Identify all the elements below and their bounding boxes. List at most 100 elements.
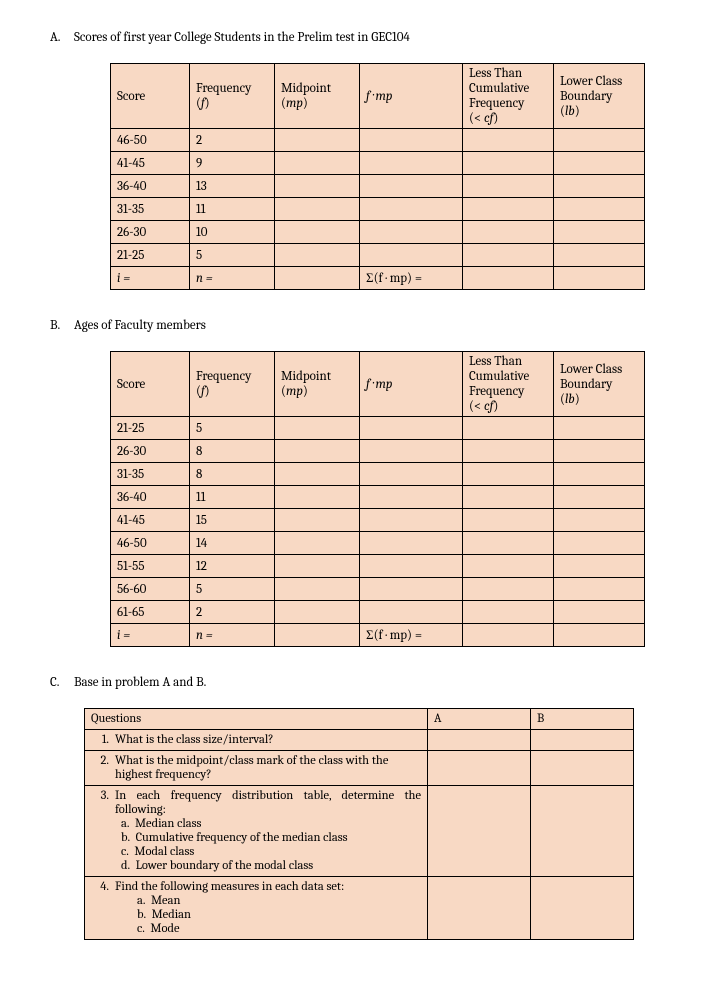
table-cell [463, 601, 554, 624]
table-cell [275, 509, 360, 532]
section-c-letter: C. [50, 675, 74, 690]
table-cell [360, 578, 463, 601]
table-cell [554, 244, 645, 267]
table-cell [463, 198, 554, 221]
tb-n: n = [190, 624, 275, 647]
table-cell: 21-25 [111, 417, 190, 440]
q-header: Questions [85, 709, 428, 730]
table-cell: 36-40 [111, 175, 190, 198]
table-cell [463, 578, 554, 601]
table-row: 41-4515 [111, 509, 645, 532]
thb-cf: Less ThanCumulativeFrequency(< cf) [463, 352, 554, 417]
table-cell: 5 [190, 578, 275, 601]
tb-i: i = [111, 624, 190, 647]
table-cell [463, 417, 554, 440]
table-row: 46-5014 [111, 532, 645, 555]
table-cell: 41-45 [111, 152, 190, 175]
th-freq: Frequency(f) [190, 64, 275, 129]
table-cell [554, 486, 645, 509]
table-b: Score Frequency(f) Midpoint(mp) f · mp L… [110, 351, 645, 647]
table-cell: 8 [190, 440, 275, 463]
table-row: 61-652 [111, 601, 645, 624]
table-cell: 36-40 [111, 486, 190, 509]
table-row: 41-459 [111, 152, 645, 175]
table-cell [360, 509, 463, 532]
ta-cf-blank [463, 267, 554, 290]
table-row: 51-5512 [111, 555, 645, 578]
table-cell [463, 175, 554, 198]
section-a-letter: A. [50, 30, 74, 45]
table-cell [275, 244, 360, 267]
table-cell: 26-30 [111, 440, 190, 463]
table-cell: 26-30 [111, 221, 190, 244]
table-cell: 5 [190, 417, 275, 440]
table-cell [463, 486, 554, 509]
table-cell: 8 [190, 463, 275, 486]
table-cell [463, 152, 554, 175]
table-cell [554, 463, 645, 486]
table-cell [463, 509, 554, 532]
th-score: Score [111, 64, 190, 129]
table-cell [554, 198, 645, 221]
q4-a [428, 877, 531, 940]
table-cell: 2 [190, 129, 275, 152]
table-cell: 31-35 [111, 463, 190, 486]
table-cell [360, 440, 463, 463]
table-cell [275, 221, 360, 244]
table-cell [463, 463, 554, 486]
section-b-letter: B. [50, 318, 74, 333]
table-cell: 41-45 [111, 509, 190, 532]
table-cell [554, 509, 645, 532]
table-cell: 11 [190, 198, 275, 221]
table-cell [554, 417, 645, 440]
ta-lb-blank [554, 267, 645, 290]
section-a-title: Scores of first year College Students in… [74, 30, 410, 45]
table-cell [275, 601, 360, 624]
table-cell [275, 175, 360, 198]
table-cell: 13 [190, 175, 275, 198]
section-b-title: Ages of Faculty members [74, 318, 206, 333]
table-cell [360, 244, 463, 267]
q1-b [531, 730, 634, 751]
ta-i: i = [111, 267, 190, 290]
q1: 1.What is the class size/interval? [85, 730, 428, 751]
ta-n: n = [190, 267, 275, 290]
table-cell [554, 221, 645, 244]
table-row: 31-358 [111, 463, 645, 486]
table-row: 56-605 [111, 578, 645, 601]
q2-a [428, 751, 531, 786]
table-cell: 21-25 [111, 244, 190, 267]
table-cell [463, 532, 554, 555]
q1-a [428, 730, 531, 751]
table-cell: 10 [190, 221, 275, 244]
table-cell: 2 [190, 601, 275, 624]
section-c-heading: C. Base in problem A and B. [50, 675, 669, 690]
questions-table: Questions A B 1.What is the class size/i… [84, 708, 634, 940]
ta-mp-blank [275, 267, 360, 290]
q4-b [531, 877, 634, 940]
table-cell [360, 486, 463, 509]
table-cell [275, 463, 360, 486]
table-row: 36-4013 [111, 175, 645, 198]
q-col-a: A [428, 709, 531, 730]
th-mp: Midpoint(mp) [275, 64, 360, 129]
table-a: Score Frequency(f) Midpoint(mp) f · mp L… [110, 63, 645, 290]
tb-cf-blank [463, 624, 554, 647]
table-cell [554, 129, 645, 152]
ta-sigma: Σ(f · mp) = [360, 267, 463, 290]
table-cell: 61-65 [111, 601, 190, 624]
thb-score: Score [111, 352, 190, 417]
table-cell [360, 463, 463, 486]
section-b-heading: B. Ages of Faculty members [50, 318, 669, 333]
table-cell [463, 221, 554, 244]
table-cell: 31-35 [111, 198, 190, 221]
table-cell [463, 555, 554, 578]
table-cell [275, 417, 360, 440]
q2: 2.What is the midpoint/class mark of the… [85, 751, 428, 786]
q3: 3.In each frequency distribution table, … [85, 786, 428, 877]
table-row: 31-3511 [111, 198, 645, 221]
thb-lb: Lower ClassBoundary(lb) [554, 352, 645, 417]
table-cell [360, 417, 463, 440]
table-cell [275, 555, 360, 578]
table-cell [275, 440, 360, 463]
